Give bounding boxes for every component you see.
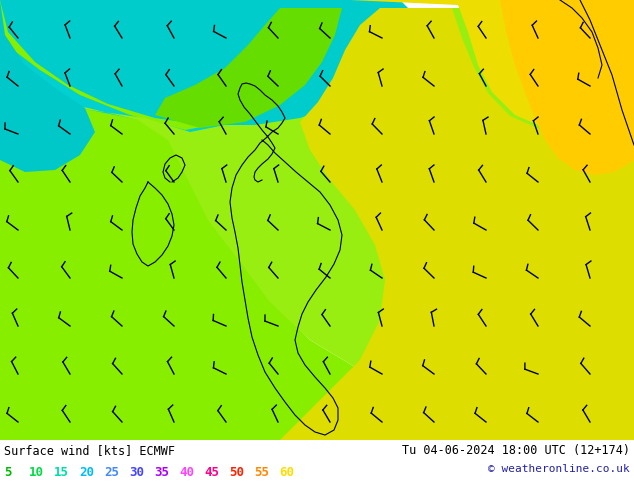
Polygon shape bbox=[280, 8, 634, 440]
Polygon shape bbox=[0, 0, 355, 130]
Polygon shape bbox=[0, 0, 95, 172]
Polygon shape bbox=[0, 0, 415, 125]
Text: 45: 45 bbox=[204, 466, 219, 479]
Text: 50: 50 bbox=[229, 466, 244, 479]
Text: 55: 55 bbox=[254, 466, 269, 479]
Text: 10: 10 bbox=[29, 466, 44, 479]
Text: 25: 25 bbox=[104, 466, 119, 479]
Polygon shape bbox=[350, 0, 634, 132]
Polygon shape bbox=[0, 8, 634, 390]
Text: 40: 40 bbox=[179, 466, 194, 479]
Polygon shape bbox=[460, 0, 634, 130]
Polygon shape bbox=[0, 0, 400, 140]
Polygon shape bbox=[155, 8, 342, 128]
Text: 15: 15 bbox=[54, 466, 69, 479]
Text: © weatheronline.co.uk: © weatheronline.co.uk bbox=[488, 464, 630, 474]
Text: Tu 04-06-2024 18:00 UTC (12+174): Tu 04-06-2024 18:00 UTC (12+174) bbox=[402, 444, 630, 457]
Text: 20: 20 bbox=[79, 466, 94, 479]
Text: 5: 5 bbox=[4, 466, 11, 479]
Text: 35: 35 bbox=[154, 466, 169, 479]
Polygon shape bbox=[0, 80, 634, 440]
Text: 60: 60 bbox=[279, 466, 294, 479]
Polygon shape bbox=[0, 0, 90, 250]
Text: 30: 30 bbox=[129, 466, 144, 479]
Text: Surface wind [kts] ECMWF: Surface wind [kts] ECMWF bbox=[4, 444, 175, 457]
Polygon shape bbox=[500, 0, 634, 175]
